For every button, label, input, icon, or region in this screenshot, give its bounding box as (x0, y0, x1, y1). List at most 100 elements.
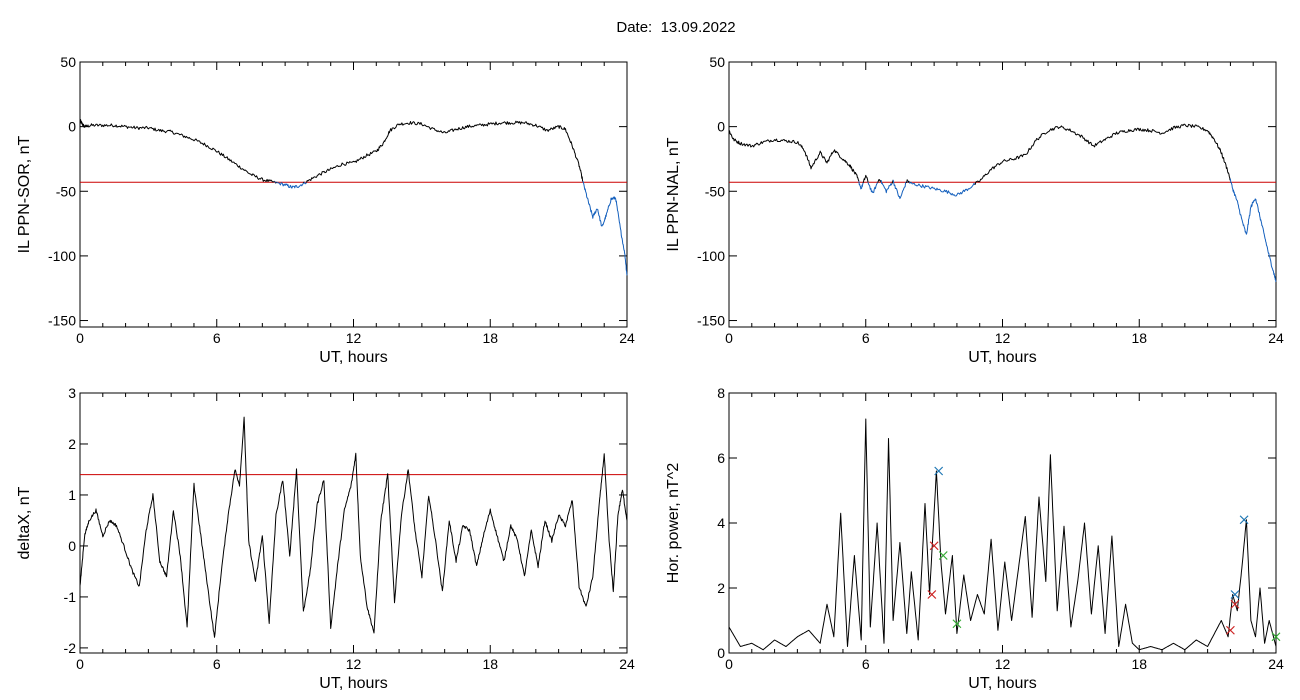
x-tick-label: 24 (619, 330, 635, 346)
marker-stroke (934, 466, 944, 476)
series-line-below-threshold (582, 180, 628, 276)
y-axis-label: deltaX, nT (16, 486, 33, 559)
x-tick-label: 12 (995, 330, 1011, 346)
series-line-below-threshold (867, 181, 879, 194)
y-tick-label: -50 (56, 183, 76, 199)
marker-stroke (1230, 590, 1240, 599)
x-tick-label: 18 (1131, 330, 1147, 346)
y-axis-label: IL PPN-SOR, nT (16, 135, 33, 253)
date-value: 13.09.2022 (660, 19, 736, 36)
x-axis-label: UT, hours (319, 349, 387, 366)
y-tick-label: 4 (717, 515, 725, 531)
data-marker-red (1225, 625, 1235, 635)
x-tick-label: 0 (725, 330, 733, 346)
y-tick-label: 2 (68, 436, 76, 452)
x-axis-label: UT, hours (968, 675, 1036, 692)
x-tick-label: 0 (76, 656, 84, 672)
series-line-below-threshold (858, 181, 864, 190)
y-tick-label: 8 (717, 385, 725, 401)
date-label: Date: (616, 19, 653, 36)
series-line-below-threshold (303, 181, 307, 185)
chart-title: Date: 13.09.2022 (0, 19, 1300, 36)
x-tick-label: 24 (1268, 330, 1284, 346)
data-marker-blue (934, 466, 944, 476)
y-tick-label: 6 (717, 450, 725, 466)
series-line (728, 130, 860, 182)
x-tick-label: 6 (213, 330, 221, 346)
x-tick-label: 12 (346, 330, 362, 346)
y-tick-label: 0 (68, 119, 76, 135)
y-tick-label: -150 (697, 313, 725, 329)
series-line (305, 120, 584, 183)
data-marker-blue (1239, 515, 1249, 525)
marker-stroke (1239, 515, 1249, 525)
marker-stroke (927, 590, 937, 599)
x-tick-label: 24 (619, 656, 635, 672)
series-line-below-threshold (892, 179, 907, 199)
y-tick-label: 3 (68, 385, 76, 401)
x-tick-label: 12 (346, 656, 362, 672)
y-tick-label: -100 (697, 248, 725, 264)
data-marker-red (927, 590, 937, 599)
series-line (877, 179, 882, 183)
series-line-below-threshold (880, 180, 893, 194)
y-tick-label: 0 (717, 119, 725, 135)
panel-hor-power: 0 6 12 18 24 8 6 4 2 0 UT, hours Hor. power, nT^2 (665, 385, 1284, 692)
data-marker-green (938, 551, 948, 560)
series-line-below-threshold (910, 181, 976, 197)
plot-frame (728, 61, 1277, 328)
marker-stroke (929, 541, 939, 551)
y-tick-label: -150 (48, 313, 76, 329)
x-axis-label: UT, hours (968, 349, 1036, 366)
x-axis-label: UT, hours (319, 675, 387, 692)
y-tick-label: 0 (68, 538, 76, 554)
marker-stroke (1271, 632, 1281, 642)
x-tick-label: 0 (725, 656, 733, 672)
data-marker-blue (1230, 590, 1240, 599)
series-line (79, 416, 628, 638)
panel-delta-x: 0 6 12 18 24 3 2 1 0 -1 -2 UT, hours deltaX, nT (16, 385, 635, 692)
series-line (728, 418, 1277, 651)
data-marker-red (929, 541, 939, 551)
x-tick-label: 6 (213, 656, 221, 672)
y-tick-label: -1 (64, 589, 77, 605)
x-tick-label: 12 (995, 656, 1011, 672)
y-tick-label: -50 (705, 183, 725, 199)
series-line (974, 123, 1231, 185)
y-tick-label: 0 (717, 645, 725, 661)
data-marker-green (952, 619, 962, 629)
marker-stroke (952, 619, 962, 629)
y-tick-label: -2 (64, 640, 77, 656)
series-line (907, 180, 910, 183)
y-axis-label: IL PPN-NAL, nT (665, 137, 682, 251)
plot-frame (79, 61, 628, 328)
x-tick-label: 0 (76, 330, 84, 346)
y-axis-label: Hor. power, nT^2 (665, 463, 682, 584)
series-line-below-threshold (1230, 181, 1277, 283)
x-tick-label: 6 (862, 656, 870, 672)
y-tick-label: 50 (60, 54, 76, 70)
x-tick-label: 6 (862, 330, 870, 346)
marker-stroke (938, 551, 948, 560)
y-tick-label: 2 (717, 580, 725, 596)
x-tick-label: 18 (482, 656, 498, 672)
marker-stroke (1230, 599, 1240, 609)
x-tick-label: 18 (482, 330, 498, 346)
series-line (862, 174, 869, 184)
y-tick-label: 50 (709, 54, 725, 70)
data-marker-green (1271, 632, 1281, 642)
series-line (79, 119, 275, 183)
series-line-below-threshold (276, 181, 304, 189)
series-line-below-threshold (908, 182, 911, 184)
x-tick-label: 18 (1131, 656, 1147, 672)
panel-il-nal: 0 6 12 18 24 50 0 -50 -100 -150 UT, hours IL PPN-NA… (665, 54, 1284, 366)
panel-il-sor: 0 6 12 18 24 50 0 -50 -100 -150 UT, hours IL PPN-SO… (16, 54, 635, 366)
marker-stroke (1225, 625, 1235, 635)
series-line (905, 179, 908, 184)
x-tick-label: 24 (1268, 656, 1284, 672)
y-tick-label: -100 (48, 248, 76, 264)
y-tick-label: 1 (68, 487, 76, 503)
plot-frame (728, 392, 1277, 654)
data-marker-red (1230, 599, 1240, 609)
